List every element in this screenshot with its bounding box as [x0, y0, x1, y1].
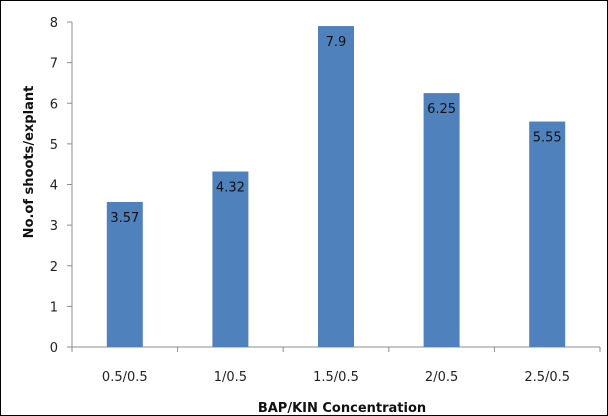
- y-tick-label: 5: [50, 138, 58, 153]
- bar: [318, 26, 354, 347]
- x-tick-label: 0.5/0.5: [102, 370, 148, 385]
- y-tick-label: 8: [50, 16, 58, 31]
- y-axis-label: No.of shoots/explant: [22, 86, 37, 239]
- bar: [106, 201, 143, 347]
- bar: [212, 171, 249, 347]
- x-axis-label: BAP/KIN Concentration: [258, 401, 426, 416]
- data-label: 6.25: [427, 102, 456, 117]
- y-tick-label: 1: [50, 300, 58, 315]
- y-tick-label: 4: [50, 179, 58, 194]
- x-tick-label: 1.5/0.5: [313, 370, 359, 385]
- data-label: 5.55: [533, 131, 562, 146]
- bar: [423, 93, 460, 347]
- y-tick-label: 7: [50, 57, 58, 72]
- y-tick-label: 0: [50, 341, 58, 356]
- y-tick-label: 6: [50, 97, 58, 112]
- x-tick-label: 2.5/0.5: [524, 370, 570, 385]
- data-labels: 3.57 4.32 7.9 6.25 5.55: [110, 35, 561, 226]
- y-tick-label: 2: [50, 260, 58, 275]
- bars: [106, 26, 566, 347]
- x-tick-label: 1/0.5: [214, 370, 247, 385]
- data-label: 4.32: [216, 181, 245, 196]
- data-label: 7.9: [326, 35, 347, 50]
- y-axis: 0 1 2 3 4 5 6 7 8: [50, 16, 73, 356]
- x-tick-label: 2/0.5: [425, 370, 458, 385]
- y-tick-label: 3: [50, 219, 58, 234]
- x-axis: 0.5/0.5 1/0.5 1.5/0.5 2/0.5 2.5/0.5: [71, 346, 601, 385]
- bar: [529, 121, 566, 347]
- data-label: 3.57: [110, 211, 139, 226]
